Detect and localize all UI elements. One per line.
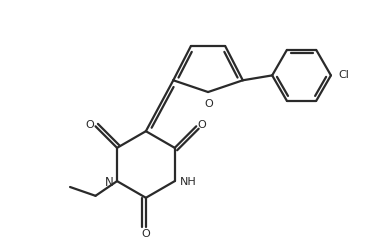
- Text: Cl: Cl: [339, 71, 350, 80]
- Text: O: O: [141, 229, 150, 239]
- Text: O: O: [85, 120, 94, 130]
- Text: NH: NH: [180, 177, 196, 187]
- Text: O: O: [205, 99, 214, 109]
- Text: O: O: [198, 120, 206, 130]
- Text: N: N: [105, 176, 114, 189]
